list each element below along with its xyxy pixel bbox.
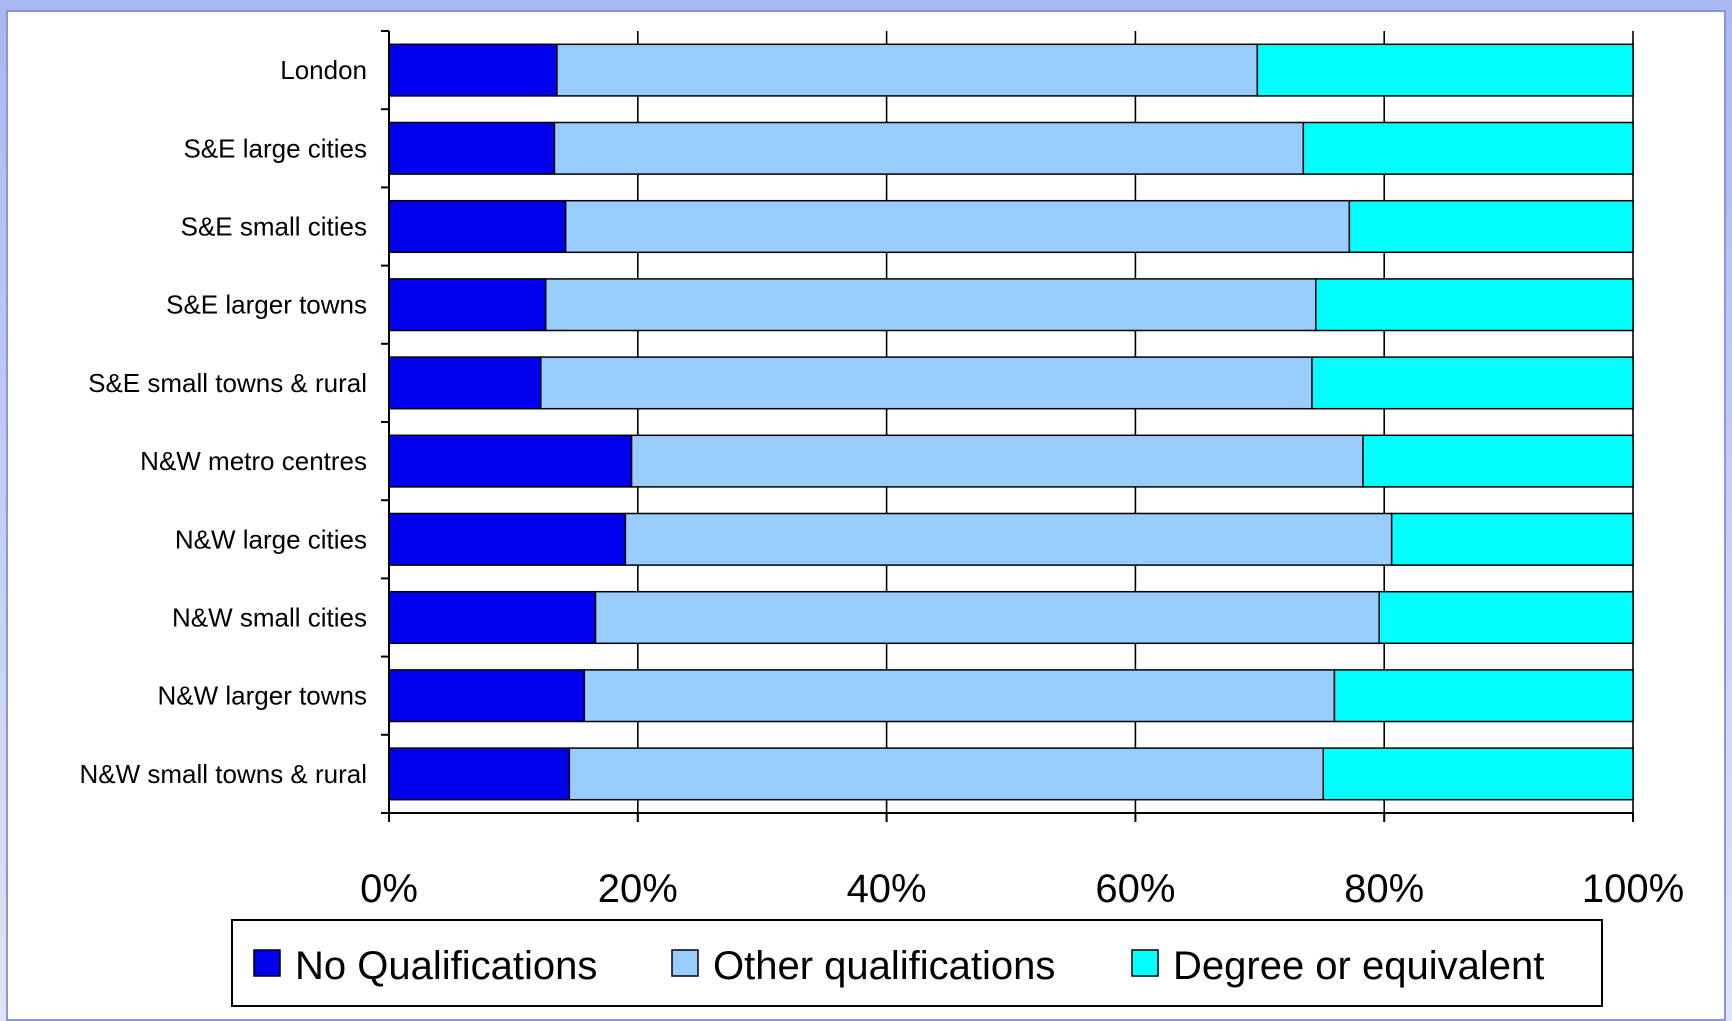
- legend-label-other-qualifications: Other qualifications: [713, 944, 1055, 988]
- x-tick-labels: 0% 20% 40% 60% 80% 100%: [360, 867, 1684, 911]
- bar-nandw-larger-towns-degree-or-equivalent: [1333, 669, 1634, 723]
- legend-label-no-qualifications: No Qualifications: [295, 944, 597, 988]
- bar-sande-large-cities-degree-or-equivalent: [1302, 121, 1634, 175]
- category-labels: London S&E large cities S&E small cities S&…: [80, 55, 368, 789]
- bar-london-no-qualifications: [388, 43, 558, 97]
- bar-nandw-small-towns-and-rural-degree-or-equivalent: [1322, 747, 1634, 801]
- category-label-nandw-larger-towns: N&W larger towns: [158, 681, 368, 711]
- category-label-sande-small-towns-and-rural: S&E small towns & rural: [88, 368, 367, 398]
- bar-sande-larger-towns-degree-or-equivalent: [1315, 278, 1634, 332]
- category-label-nandw-large-cities: N&W large cities: [175, 524, 367, 554]
- x-tick-label-20: 20%: [598, 867, 678, 911]
- category-label-nandw-metro-centres: N&W metro centres: [140, 446, 367, 476]
- bar-london-other-qualifications: [556, 43, 1259, 97]
- category-label-nandw-small-cities: N&W small cities: [172, 603, 367, 633]
- category-label-london: London: [280, 55, 367, 85]
- legend-box: [231, 919, 1603, 1007]
- bar-sande-small-cities-degree-or-equivalent: [1348, 199, 1634, 254]
- x-tick-label-100: 100%: [1582, 867, 1684, 911]
- x-tick-label-0: 0%: [360, 867, 418, 911]
- bar-nandw-small-cities-other-qualifications: [594, 590, 1380, 645]
- bar-nandw-metro-centres-no-qualifications: [388, 434, 633, 488]
- legend-swatch-no-qualifications: [253, 949, 281, 977]
- bar-nandw-large-cities-other-qualifications: [624, 512, 1393, 566]
- bar-nandw-large-cities-degree-or-equivalent: [1390, 512, 1634, 566]
- x-tick-label-60: 60%: [1095, 867, 1175, 911]
- bar-sande-small-cities-other-qualifications: [564, 199, 1351, 254]
- category-label-sande-small-cities: S&E small cities: [181, 212, 367, 242]
- bar-nandw-small-cities-no-qualifications: [388, 590, 597, 645]
- bar-nandw-small-towns-and-rural-no-qualifications: [388, 747, 571, 801]
- legend-swatch-degree-or-equivalent: [1131, 949, 1159, 977]
- category-label-sande-larger-towns: S&E larger towns: [166, 290, 367, 320]
- bar-sande-larger-towns-other-qualifications: [544, 278, 1317, 332]
- legend-swatch-other-qualifications: [671, 949, 699, 977]
- bar-nandw-larger-towns-other-qualifications: [583, 669, 1336, 723]
- bar-nandw-small-cities-degree-or-equivalent: [1378, 590, 1634, 645]
- bar-sande-small-cities-no-qualifications: [388, 199, 567, 254]
- category-label-nandw-small-towns-and-rural: N&W small towns & rural: [80, 759, 368, 789]
- bars: [388, 43, 1634, 801]
- bar-sande-large-cities-no-qualifications: [388, 121, 556, 175]
- bar-sande-large-cities-other-qualifications: [553, 121, 1305, 175]
- bar-sande-small-towns-and-rural-other-qualifications: [540, 356, 1313, 410]
- legend: No Qualifications Other qualifications Deg…: [231, 919, 1603, 1007]
- bar-nandw-metro-centres-degree-or-equivalent: [1362, 434, 1634, 488]
- bar-nandw-metro-centres-other-qualifications: [630, 434, 1364, 488]
- bar-nandw-small-towns-and-rural-other-qualifications: [568, 747, 1324, 801]
- bar-london-degree-or-equivalent: [1256, 43, 1634, 97]
- bar-sande-small-towns-and-rural-no-qualifications: [388, 356, 542, 410]
- axes: [381, 30, 1634, 822]
- bar-nandw-large-cities-no-qualifications: [388, 512, 627, 566]
- bar-sande-small-towns-and-rural-degree-or-equivalent: [1311, 356, 1634, 410]
- x-tick-label-40: 40%: [847, 867, 927, 911]
- bar-nandw-larger-towns-no-qualifications: [388, 669, 586, 723]
- x-tick-label-80: 80%: [1344, 867, 1424, 911]
- category-label-sande-large-cities: S&E large cities: [183, 133, 367, 163]
- legend-label-degree-or-equivalent: Degree or equivalent: [1173, 944, 1544, 988]
- bar-sande-larger-towns-no-qualifications: [388, 278, 547, 332]
